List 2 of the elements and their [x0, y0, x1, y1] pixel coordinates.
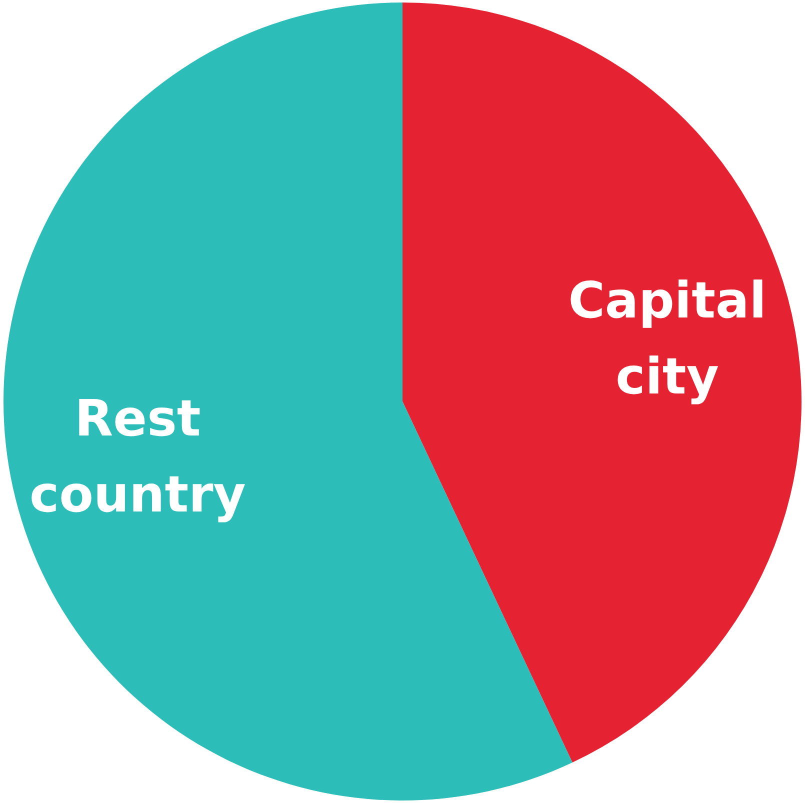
slice-label: Rest country [30, 390, 246, 524]
slice-label: Capital city [568, 271, 766, 406]
